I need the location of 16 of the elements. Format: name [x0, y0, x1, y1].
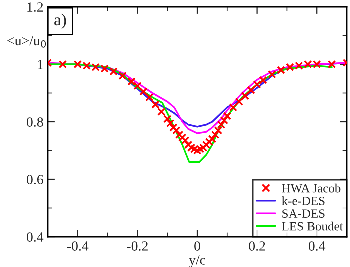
legend-label: HWA Jacob — [282, 184, 341, 193]
y-tick-label: 0.8 — [27, 118, 44, 128]
legend-label: SA-DES — [282, 210, 325, 218]
legend-label: k-e-DES — [282, 196, 325, 206]
legend-label: LES Boudet — [282, 222, 344, 231]
y-tick-label: 1.2 — [28, 2, 44, 12]
x-tick-label: 0.4 — [308, 242, 326, 251]
x-tick-label: 0 — [194, 242, 200, 251]
x-tick-label: -0.2 — [127, 242, 148, 251]
y-tick-label: 0.6 — [27, 175, 44, 185]
y-tick-label: 0.4 — [27, 232, 44, 242]
y-axis-title: <u>/u$_{0}$ — [8, 36, 46, 48]
x-tick-label: -0.4 — [67, 242, 89, 251]
annotation: a) — [54, 14, 66, 30]
x-tick-label: 0.2 — [249, 242, 266, 251]
y-tick-label: 1 — [38, 60, 43, 70]
